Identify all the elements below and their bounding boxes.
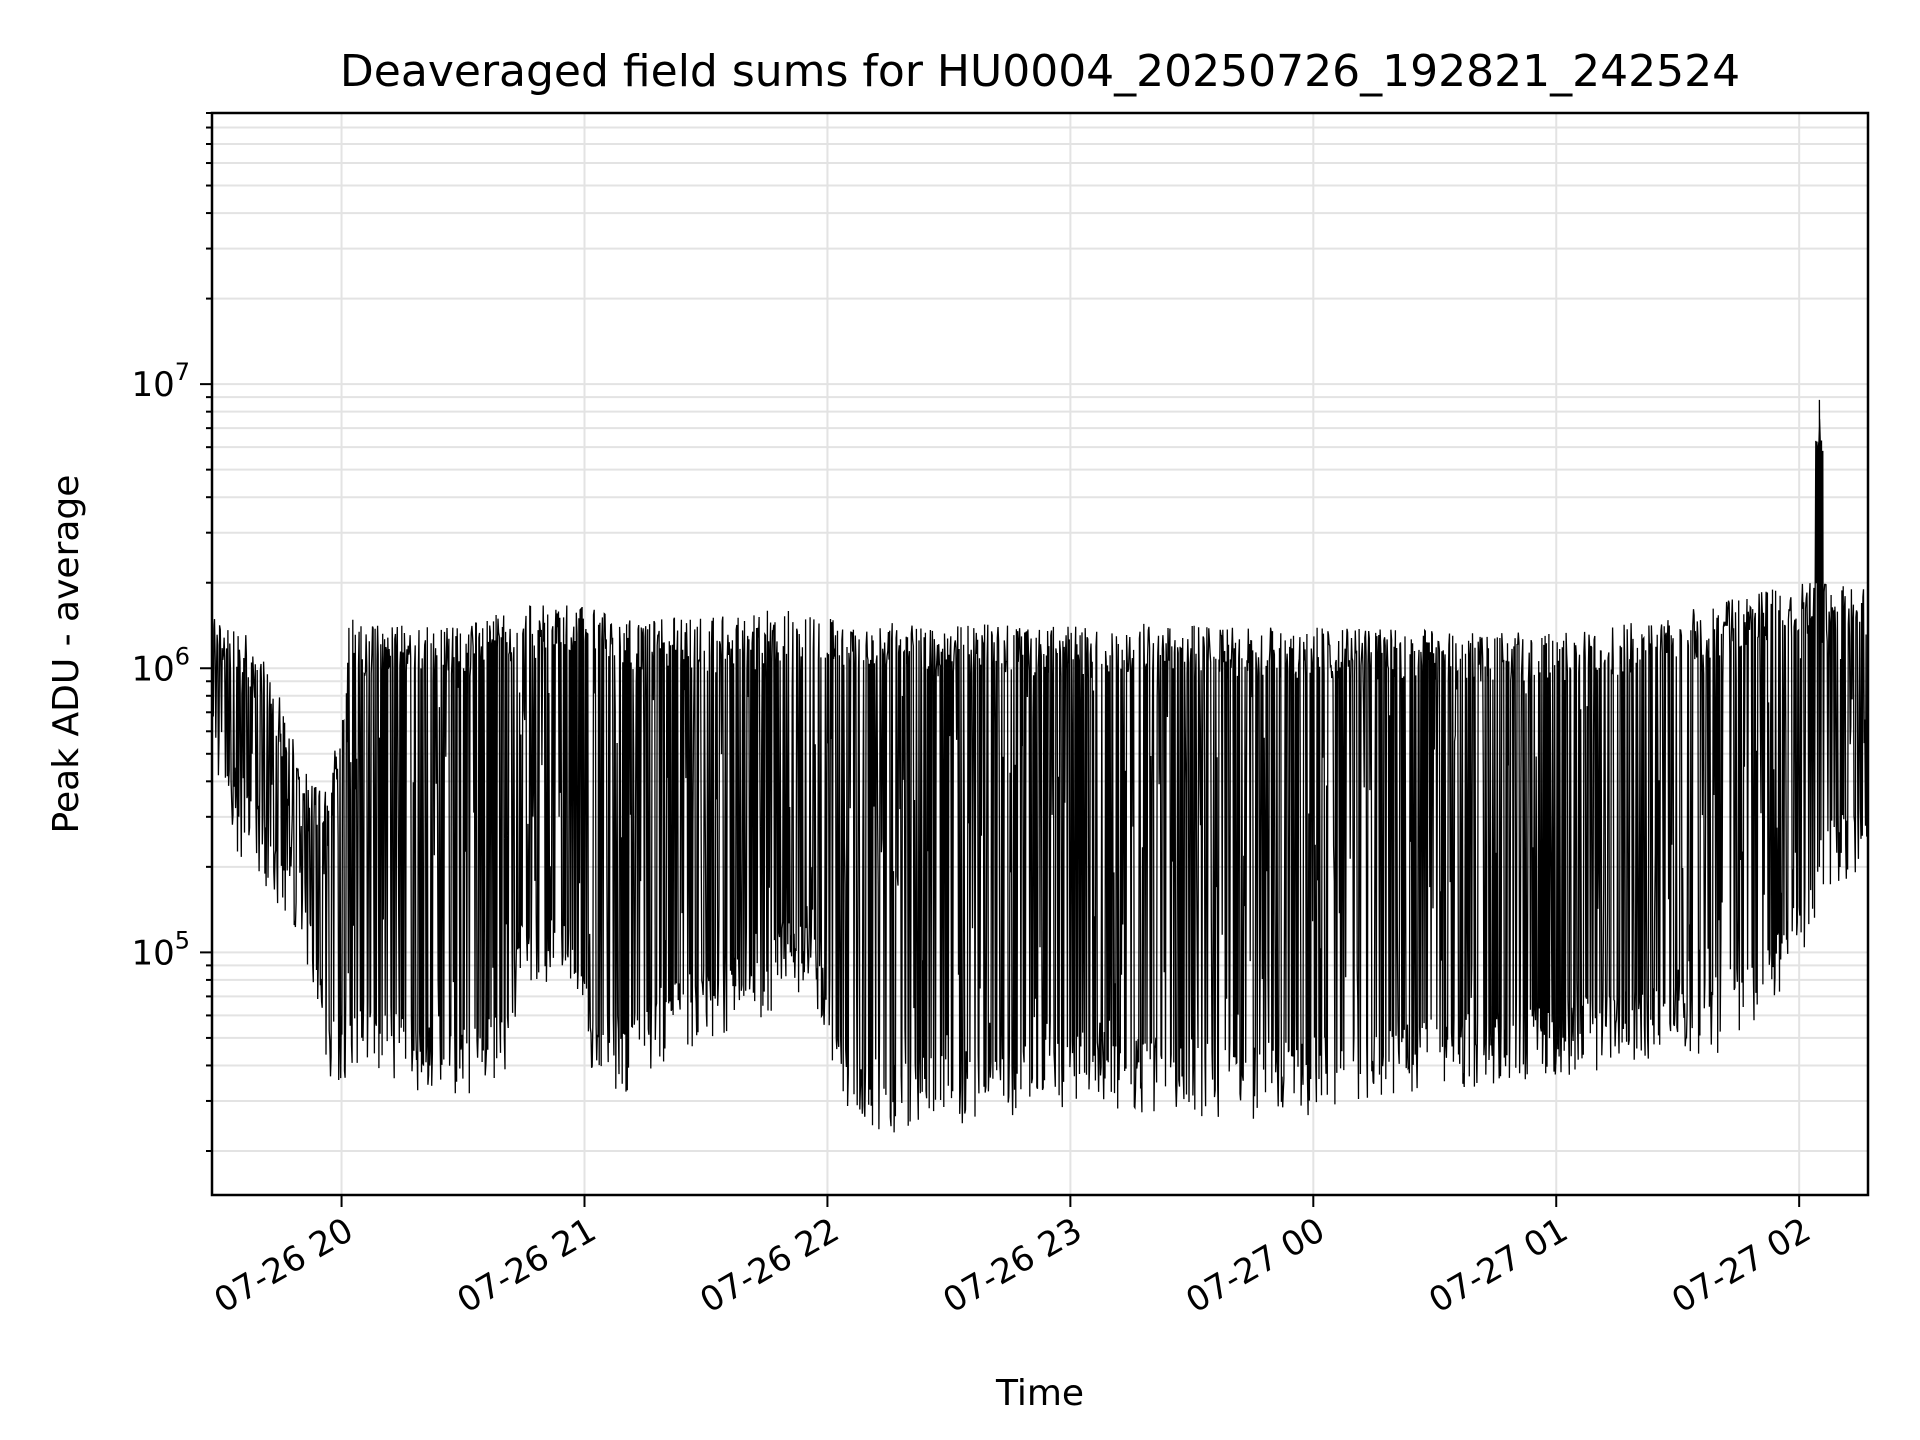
y-tick-exponent: 6 (175, 642, 190, 670)
y-tick-exponent: 5 (175, 926, 190, 954)
series-group (211, 399, 1869, 1133)
y-tick-label: 106 (131, 642, 190, 689)
x-axis-label: Time (995, 1373, 1084, 1414)
series-line (211, 399, 1869, 1133)
y-tick-label: 107 (131, 358, 190, 405)
y-tick-label: 105 (131, 926, 190, 973)
y-tick-base: 10 (131, 649, 174, 689)
plot-frame (210, 111, 1870, 1197)
y-tick-exponent: 7 (175, 358, 190, 386)
y-tick-base: 10 (131, 365, 174, 405)
chart-title: Deaveraged field sums for HU0004_2025072… (340, 46, 1740, 97)
y-axis-label: Peak ADU - average (46, 475, 87, 834)
y-tick-base: 10 (131, 933, 174, 973)
